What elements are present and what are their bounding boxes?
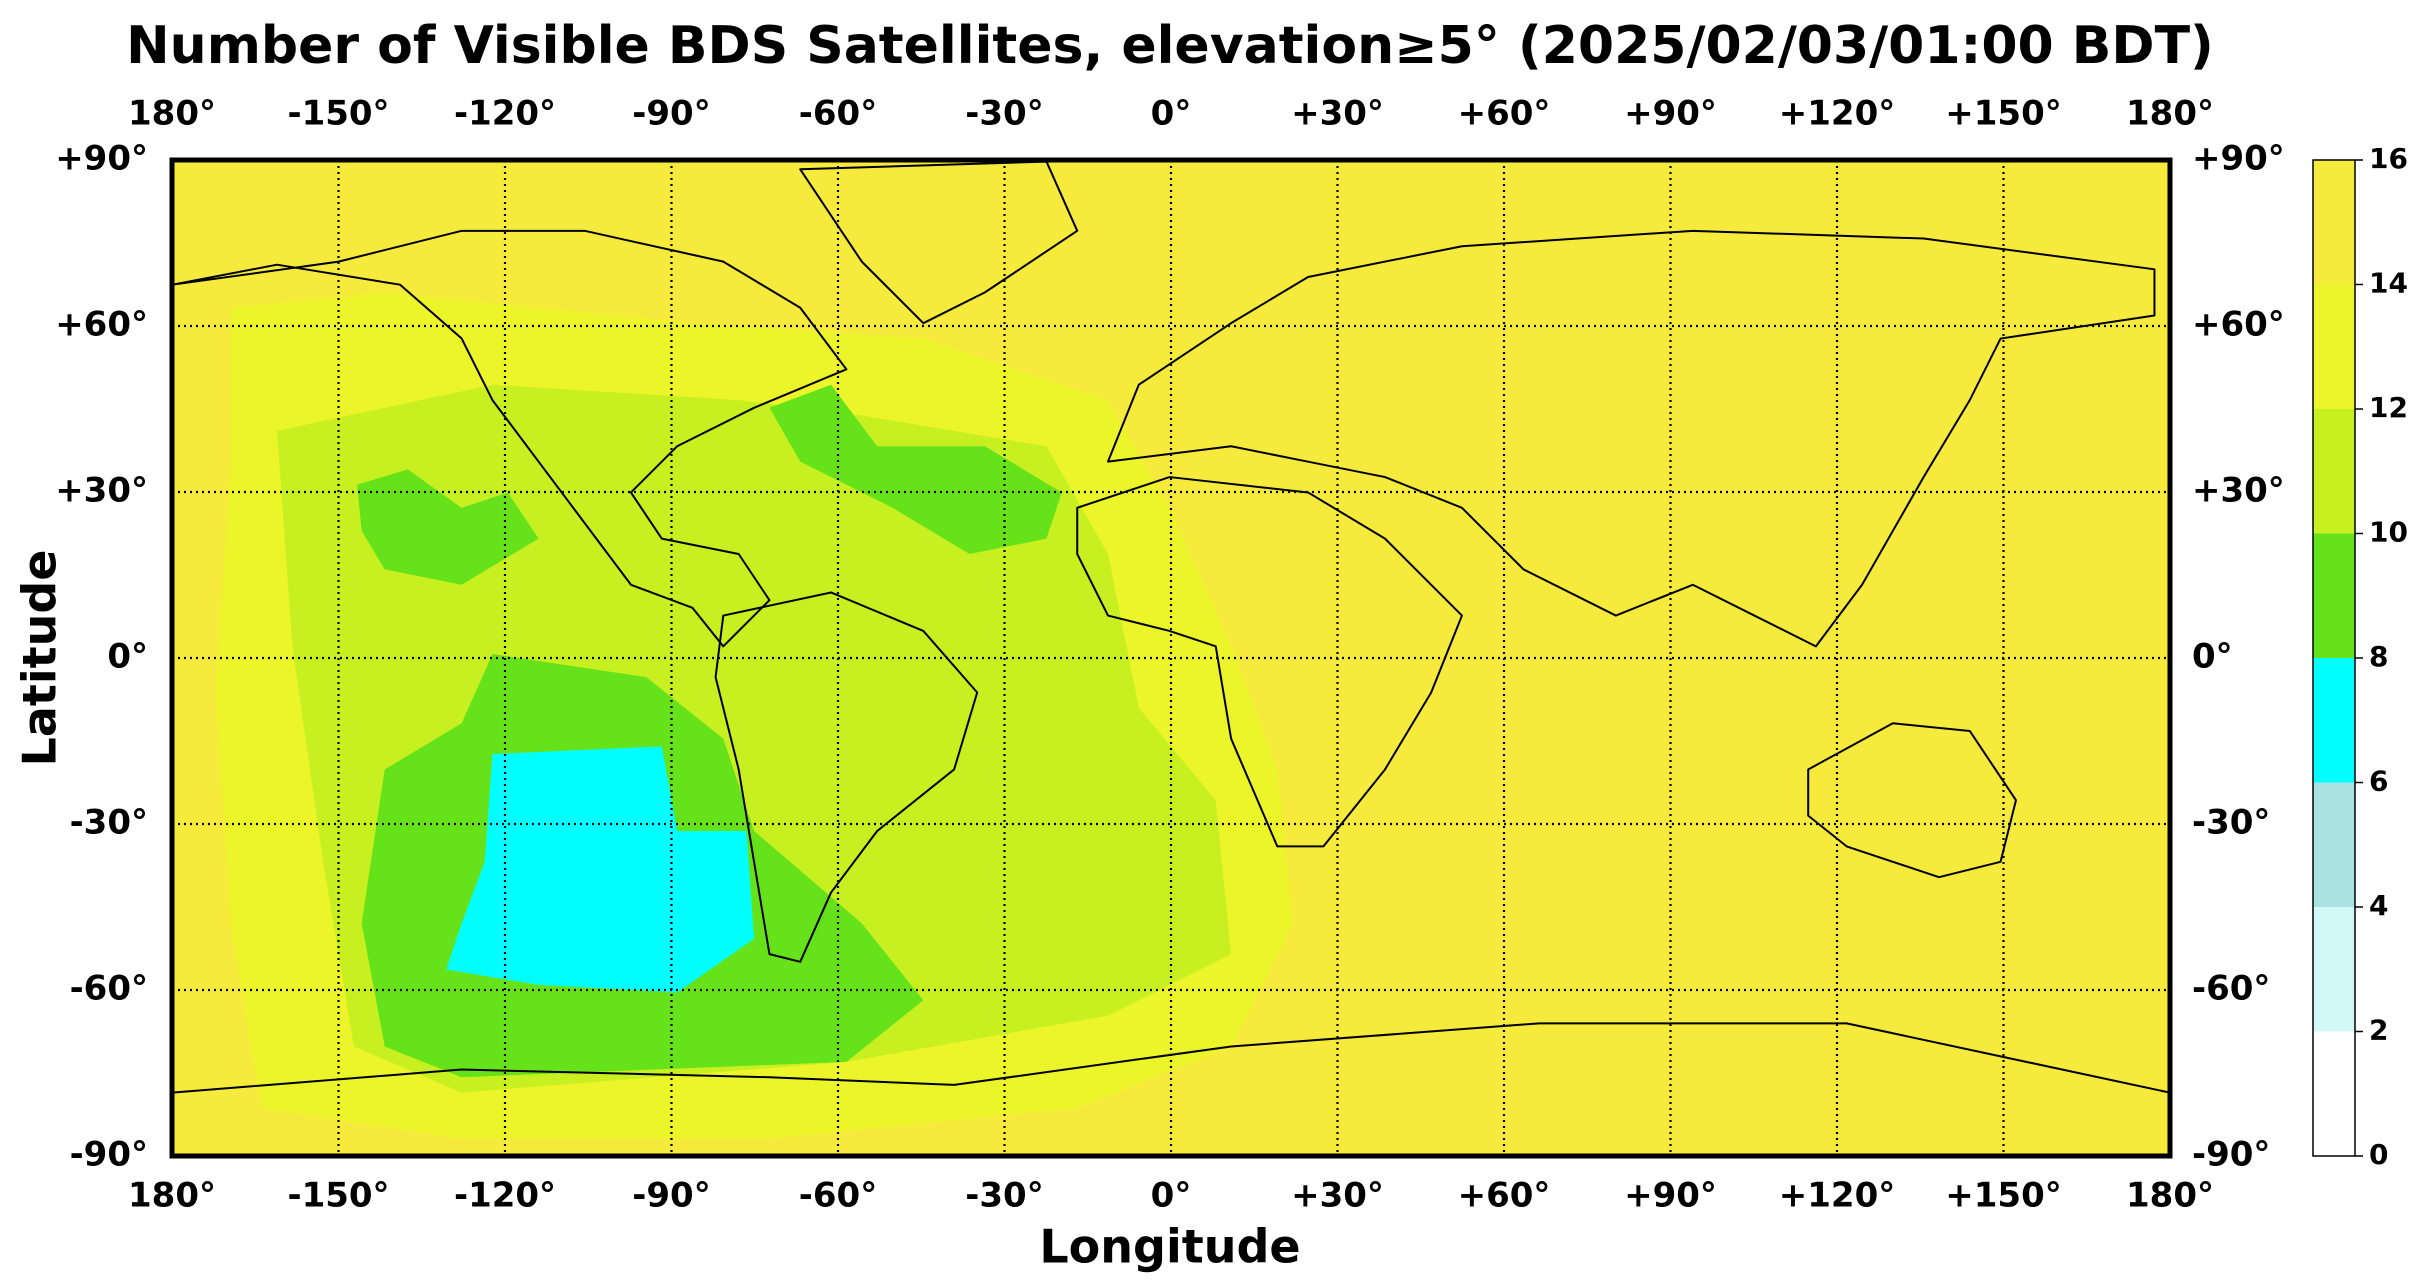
y-tick-label: -60° xyxy=(70,969,148,1009)
y-tick-label: +30° xyxy=(55,471,148,511)
field-region xyxy=(357,469,539,585)
x-tick-label-top: -150° xyxy=(287,94,389,134)
colorbar-bin xyxy=(2313,284,2355,409)
x-tick-label: 180° xyxy=(2126,1176,2214,1216)
y-tick-label-right: -90° xyxy=(2192,1135,2270,1175)
x-tick-label: +120° xyxy=(1779,1176,1895,1216)
x-tick-label: -60° xyxy=(799,1176,877,1216)
y-tick-label-right: 0° xyxy=(2192,637,2233,677)
coastline xyxy=(172,229,848,648)
colorbar-tick-label: 2 xyxy=(2369,1014,2388,1047)
x-tick-label: +90° xyxy=(1624,1176,1717,1216)
colorbar-bin xyxy=(2313,533,2355,658)
y-tick-label-right: -60° xyxy=(2192,969,2270,1009)
colorbar-tick-label: 10 xyxy=(2369,516,2408,549)
coastline xyxy=(1076,476,1463,848)
plot-frame xyxy=(169,157,2173,1159)
x-tick-label: 180° xyxy=(128,1176,216,1216)
y-tick-label-right: +30° xyxy=(2192,471,2285,511)
y-tick-label: +90° xyxy=(55,139,148,179)
x-tick-label: -120° xyxy=(454,1176,556,1216)
field-region xyxy=(446,746,755,993)
colorbar-tick-label: 4 xyxy=(2369,889,2388,922)
colorbar-bin xyxy=(2313,160,2355,285)
x-tick-label-top: -60° xyxy=(799,94,877,134)
y-tick-label-right: -30° xyxy=(2192,803,2270,843)
x-tick-label-top: 0° xyxy=(1151,94,1192,134)
colorbar-tick-label: 12 xyxy=(2369,391,2408,424)
colorbar-bin xyxy=(2313,1031,2355,1156)
x-tick-label-top: +120° xyxy=(1779,94,1895,134)
colorbar-bin xyxy=(2313,658,2355,783)
x-tick-label: -30° xyxy=(965,1176,1043,1216)
colorbar-tick-label: 0 xyxy=(2369,1138,2388,1171)
y-tick-label: 0° xyxy=(107,637,148,677)
field-region xyxy=(769,384,1062,555)
x-tick-label-top: -120° xyxy=(454,94,556,134)
colorbar-tick-label: 14 xyxy=(2369,267,2408,300)
y-tick-label-right: +60° xyxy=(2192,305,2285,345)
colorbar-bin xyxy=(2313,782,2355,907)
x-tick-label-top: +60° xyxy=(1458,94,1551,134)
colorbar-bin xyxy=(2313,907,2355,1032)
x-tick-label-top: 180° xyxy=(2126,94,2214,134)
x-tick-label-top: -90° xyxy=(632,94,710,134)
colorbar-tick-label: 8 xyxy=(2369,640,2388,673)
x-tick-label: -90° xyxy=(632,1176,710,1216)
x-tick-label-top: -30° xyxy=(965,94,1043,134)
x-tick-label-top: 180° xyxy=(128,94,216,134)
coastline xyxy=(714,591,979,963)
x-tick-label: +30° xyxy=(1291,1176,1384,1216)
coastline xyxy=(172,1022,2170,1094)
x-tick-label: -150° xyxy=(287,1176,389,1216)
colorbar-bin xyxy=(2313,409,2355,534)
colorbar-tick-label: 6 xyxy=(2369,765,2388,798)
y-axis-label: Latitude xyxy=(13,550,67,767)
coastline xyxy=(1807,722,2017,879)
chart-title: Number of Visible BDS Satellites, elevat… xyxy=(126,16,2214,76)
x-tick-label: +60° xyxy=(1458,1176,1551,1216)
x-tick-label-top: +150° xyxy=(1945,94,2061,134)
y-tick-label-right: +90° xyxy=(2192,139,2285,179)
y-tick-label: -30° xyxy=(70,803,148,843)
coastline xyxy=(1107,229,2156,648)
y-tick-label: +60° xyxy=(55,305,148,345)
x-tick-label: +150° xyxy=(1945,1176,2061,1216)
x-axis-label: Longitude xyxy=(1039,1220,1300,1274)
x-tick-label-top: +90° xyxy=(1624,94,1717,134)
x-tick-label: 0° xyxy=(1151,1176,1192,1216)
colorbar-tick-label: 16 xyxy=(2369,142,2408,175)
x-tick-label-top: +30° xyxy=(1291,94,1384,134)
y-tick-label: -90° xyxy=(70,1135,148,1175)
